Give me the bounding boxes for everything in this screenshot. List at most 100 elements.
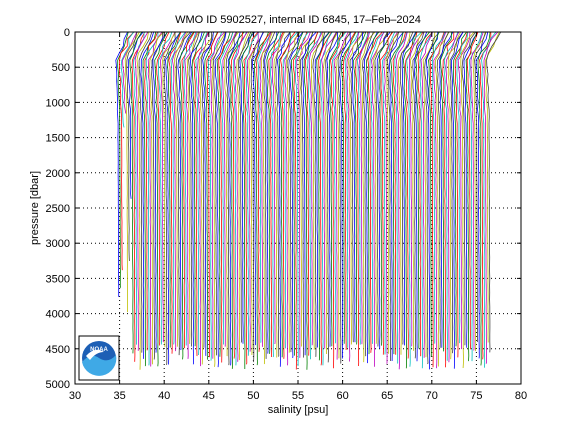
profile-line	[431, 31, 446, 344]
profile-line	[255, 31, 272, 352]
profile-line	[239, 31, 256, 344]
profile-line	[222, 31, 237, 347]
profile-line	[133, 31, 145, 345]
profile-line	[465, 31, 478, 362]
profile-line	[301, 31, 317, 356]
noaa-logo-icon: NOAA	[78, 335, 120, 381]
profile-line	[233, 31, 247, 366]
profile-line	[152, 31, 168, 353]
profile-line	[206, 31, 219, 358]
profile-line	[453, 31, 467, 347]
profile-line	[378, 31, 393, 346]
profile-line	[392, 31, 406, 355]
profile-line	[193, 31, 209, 357]
profile-line	[356, 31, 370, 345]
profile-line	[449, 31, 464, 354]
x-axis-ticks: 30 35 40 45 50 55 60 65 70 75 80	[69, 32, 527, 402]
x-tick-label: 70	[426, 390, 438, 402]
profile-line	[227, 31, 241, 366]
profile-line	[428, 31, 440, 357]
profile-line	[342, 31, 356, 350]
y-axis-label: pressure [dbar]	[29, 171, 41, 245]
profile-line	[257, 31, 272, 343]
profile-line	[468, 31, 483, 362]
profile-line	[251, 31, 264, 346]
profile-line	[401, 31, 417, 346]
profile-line	[335, 31, 351, 359]
profile-line	[115, 31, 128, 297]
profile-line	[163, 31, 176, 365]
profile-line	[296, 31, 311, 358]
profile-line	[442, 31, 455, 368]
profile-line	[349, 31, 365, 343]
profile-line	[138, 31, 153, 353]
profile-line	[263, 31, 276, 359]
profile-line	[346, 31, 360, 362]
profile-line	[211, 31, 226, 367]
profile-line	[397, 31, 411, 355]
profile-line	[394, 31, 408, 364]
y-axis-ticks: 0 500 1000 1500 2000 2500 3000 3500 4000 4500 5000	[46, 27, 521, 391]
profile-line	[280, 31, 296, 359]
profile-line	[463, 31, 479, 348]
y-tick-label: 3000	[46, 238, 70, 250]
profile-line	[253, 31, 269, 366]
profile-line	[186, 31, 200, 344]
profile-line	[204, 31, 218, 360]
profile-line	[475, 31, 489, 359]
profile-line	[259, 31, 272, 347]
profile-line	[142, 31, 157, 367]
profile-line	[236, 31, 250, 361]
profile-line	[404, 31, 418, 359]
profile-line	[268, 31, 284, 357]
profile-line	[337, 31, 352, 364]
profile-line	[483, 31, 499, 364]
profile-line	[214, 31, 227, 368]
profile-line	[238, 31, 252, 343]
profile-line	[477, 31, 491, 366]
profile-line	[122, 31, 138, 114]
profile-line	[310, 31, 324, 350]
profile-line	[321, 31, 337, 349]
y-tick-label: 2000	[46, 168, 70, 180]
profile-line	[376, 31, 391, 349]
profile-line	[314, 31, 330, 348]
profile-line	[207, 31, 222, 361]
profile-line	[472, 31, 486, 352]
x-tick-label: 35	[113, 390, 125, 402]
x-tick-label: 40	[158, 390, 170, 402]
profile-line	[209, 31, 226, 359]
profile-line	[422, 31, 436, 358]
profile-line	[330, 31, 345, 369]
profile-line	[303, 31, 319, 370]
profile-line	[290, 31, 304, 356]
profile-line	[395, 31, 408, 370]
profile-line	[445, 31, 460, 363]
profile-line	[326, 31, 338, 347]
profile-line	[223, 31, 239, 357]
profile-line	[344, 31, 359, 348]
profile-line	[241, 31, 253, 369]
profile-line	[429, 31, 445, 368]
profile-line	[188, 31, 200, 347]
profile-line	[408, 31, 424, 347]
profile-line	[351, 31, 363, 343]
profile-line	[419, 31, 433, 369]
profile-line	[184, 31, 198, 359]
profile-line	[126, 31, 138, 262]
profile-line	[424, 31, 440, 365]
logo-bird	[86, 349, 104, 360]
profile-line	[181, 31, 195, 349]
profile-line	[363, 31, 378, 364]
profile-line	[298, 31, 314, 347]
profile-line	[118, 31, 135, 271]
profile-line	[331, 31, 347, 344]
profile-line	[388, 31, 404, 362]
profile-line	[158, 31, 173, 345]
profile-line	[127, 31, 144, 199]
profile-line	[307, 31, 322, 360]
profile-line	[266, 31, 280, 354]
profile-line	[284, 31, 299, 366]
profile-line	[198, 31, 215, 365]
